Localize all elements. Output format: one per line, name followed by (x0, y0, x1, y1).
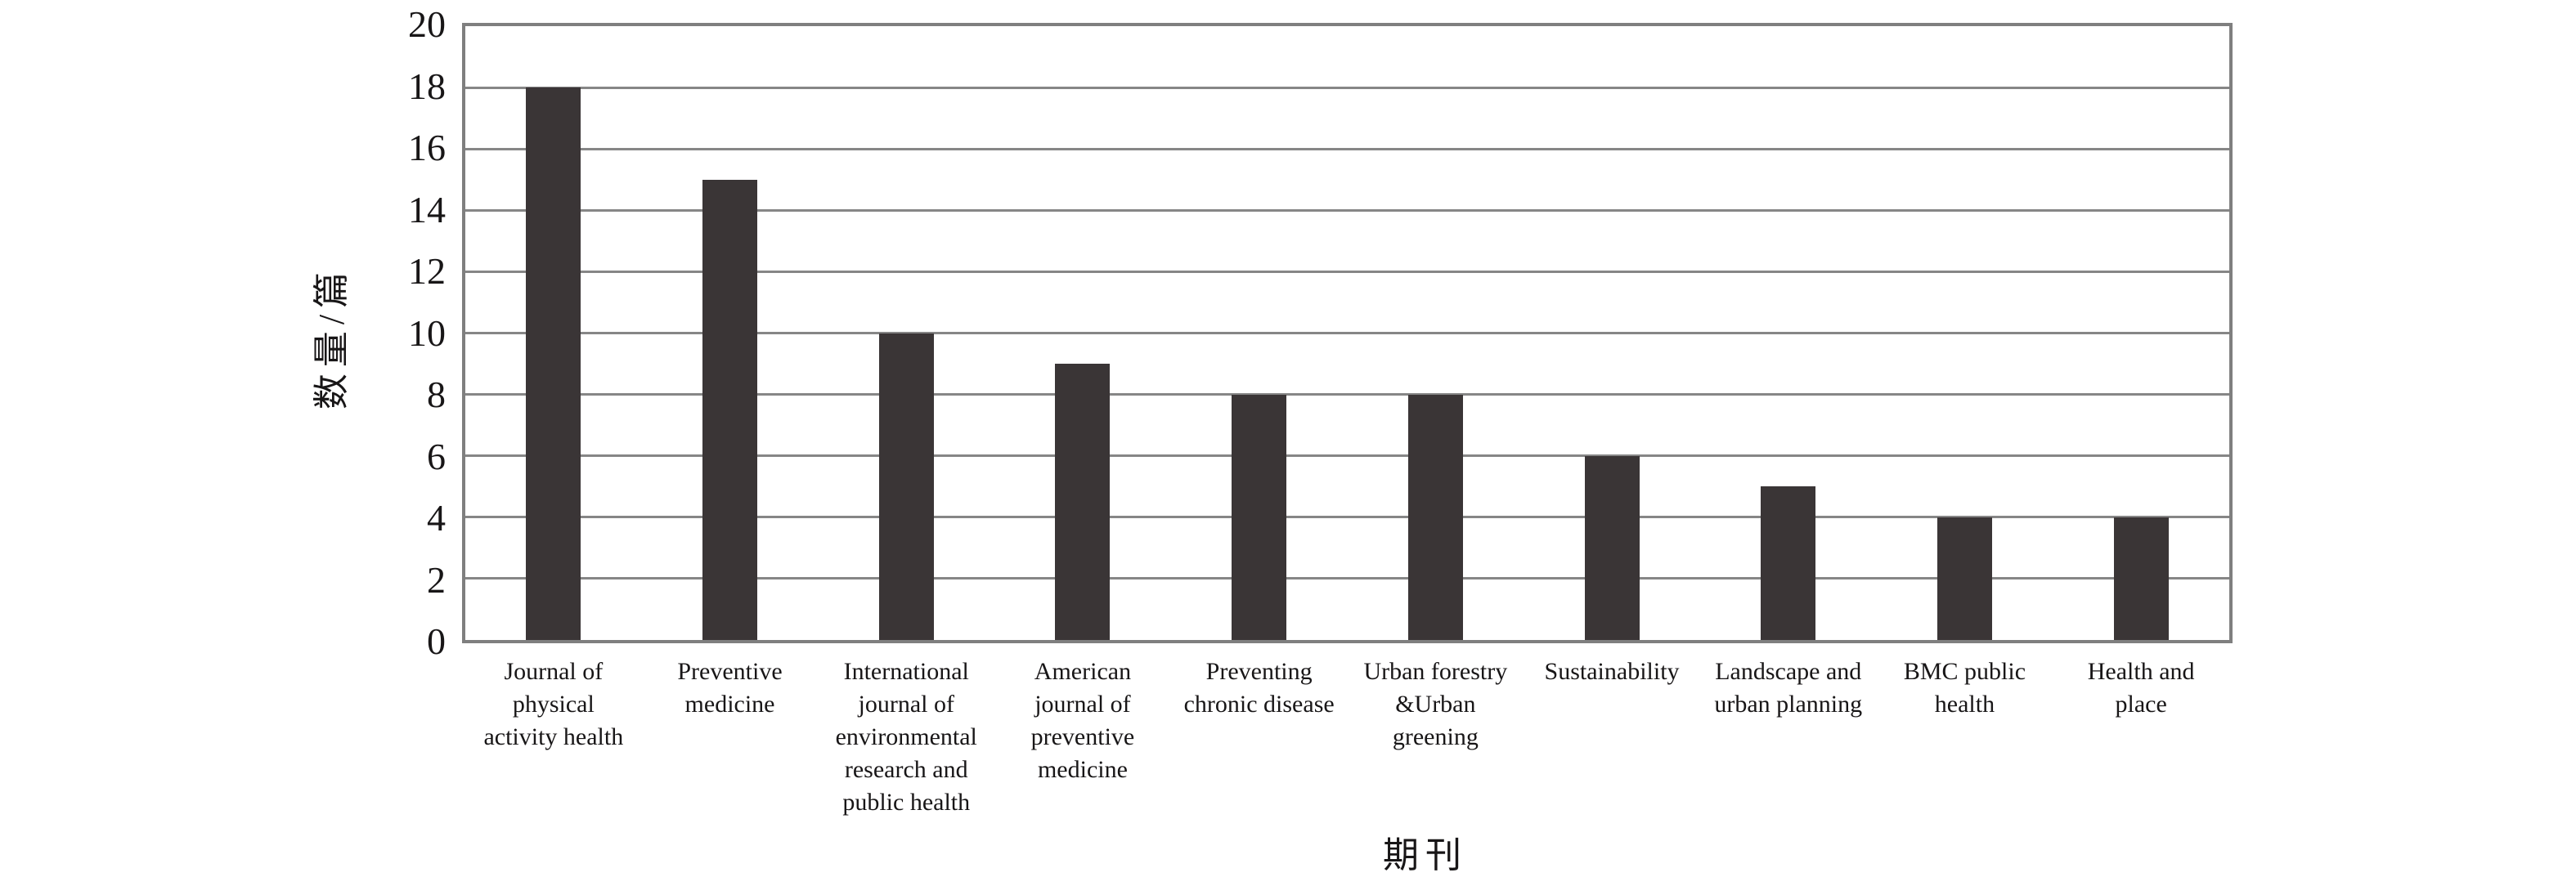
y-tick-label: 18 (408, 65, 446, 107)
category-label-line: Urban forestry (1363, 658, 1508, 685)
gridline (465, 86, 2229, 89)
category-label-line: medicine (684, 691, 775, 718)
category-label-line: Sustainability (1544, 658, 1680, 685)
category-label-line: journal of (858, 691, 954, 718)
category-label: American journal of preventive medicine (945, 656, 1220, 786)
gridline (465, 270, 2229, 273)
category-label-line: Preventing (1205, 658, 1313, 685)
category-label-line: preventive (1030, 723, 1135, 750)
gridline (465, 393, 2229, 396)
y-tick-label: 12 (408, 250, 446, 292)
category-label-line: place (2115, 691, 2167, 718)
category-label: Health and place (2004, 656, 2278, 721)
bar (1936, 517, 1992, 640)
plot-area (462, 23, 2233, 643)
category-label-line: public health (842, 789, 971, 816)
category-label: Sustainability (1474, 656, 1749, 688)
category-label: BMC public health (1828, 656, 2103, 721)
category-label-line: BMC public (1903, 658, 2026, 685)
category-label-line: physical (512, 691, 595, 718)
category-label: Urban forestry &Urban greening (1299, 656, 1573, 754)
bar (1761, 486, 1816, 640)
bar (1584, 455, 1640, 640)
y-tick-label: 16 (408, 127, 446, 168)
category-label-line: research and (844, 756, 968, 783)
category-label-line: chronic disease (1183, 691, 1335, 718)
y-tick-label: 10 (408, 311, 446, 354)
category-label-line: activity health (483, 723, 624, 750)
category-label-line: &Urban (1395, 691, 1476, 718)
bar (1407, 394, 1463, 640)
gridline (465, 332, 2229, 334)
y-tick-label: 8 (427, 374, 446, 415)
gridline (465, 147, 2229, 150)
bar (878, 333, 934, 640)
category-label-line: greening (1392, 723, 1479, 750)
category-label: International journal of environmental rese… (769, 656, 1043, 819)
bar (1232, 394, 1287, 640)
category-label: Preventing chronic disease (1122, 656, 1397, 721)
y-tick-label: 20 (408, 3, 446, 45)
category-label-line: journal of (1034, 691, 1131, 718)
bar (702, 179, 758, 640)
category-label-line: urban planning (1714, 691, 1863, 718)
gridline (465, 577, 2229, 580)
y-tick-label: 14 (408, 188, 446, 230)
category-label-line: medicine (1037, 756, 1128, 783)
category-label-line: health (1934, 691, 1995, 718)
category-label-line: Health and (2087, 658, 2195, 685)
gridline (465, 208, 2229, 212)
gridline (465, 454, 2229, 458)
category-label-line: International (843, 658, 969, 685)
x-axis-title: 期刊 (1383, 835, 1468, 875)
y-tick-label: 2 (427, 558, 446, 601)
category-label-line: American (1034, 658, 1132, 685)
y-tick-label: 4 (427, 497, 446, 539)
bar (1055, 364, 1111, 640)
category-label: Preventive medicine (593, 656, 868, 721)
bar (526, 87, 581, 640)
gridline (465, 516, 2229, 519)
category-label-line: environmental (835, 723, 977, 750)
bar (2113, 517, 2169, 640)
category-label: Landscape and urban planning (1651, 656, 1926, 721)
category-label-line: Landscape and (1715, 658, 1862, 685)
category-label-line: Preventive (677, 658, 783, 685)
y-tick-label: 0 (427, 620, 446, 662)
category-label: Journal of physical activity health (416, 656, 691, 754)
category-label-line: Journal of (504, 658, 604, 685)
y-tick-label: 6 (427, 435, 446, 477)
